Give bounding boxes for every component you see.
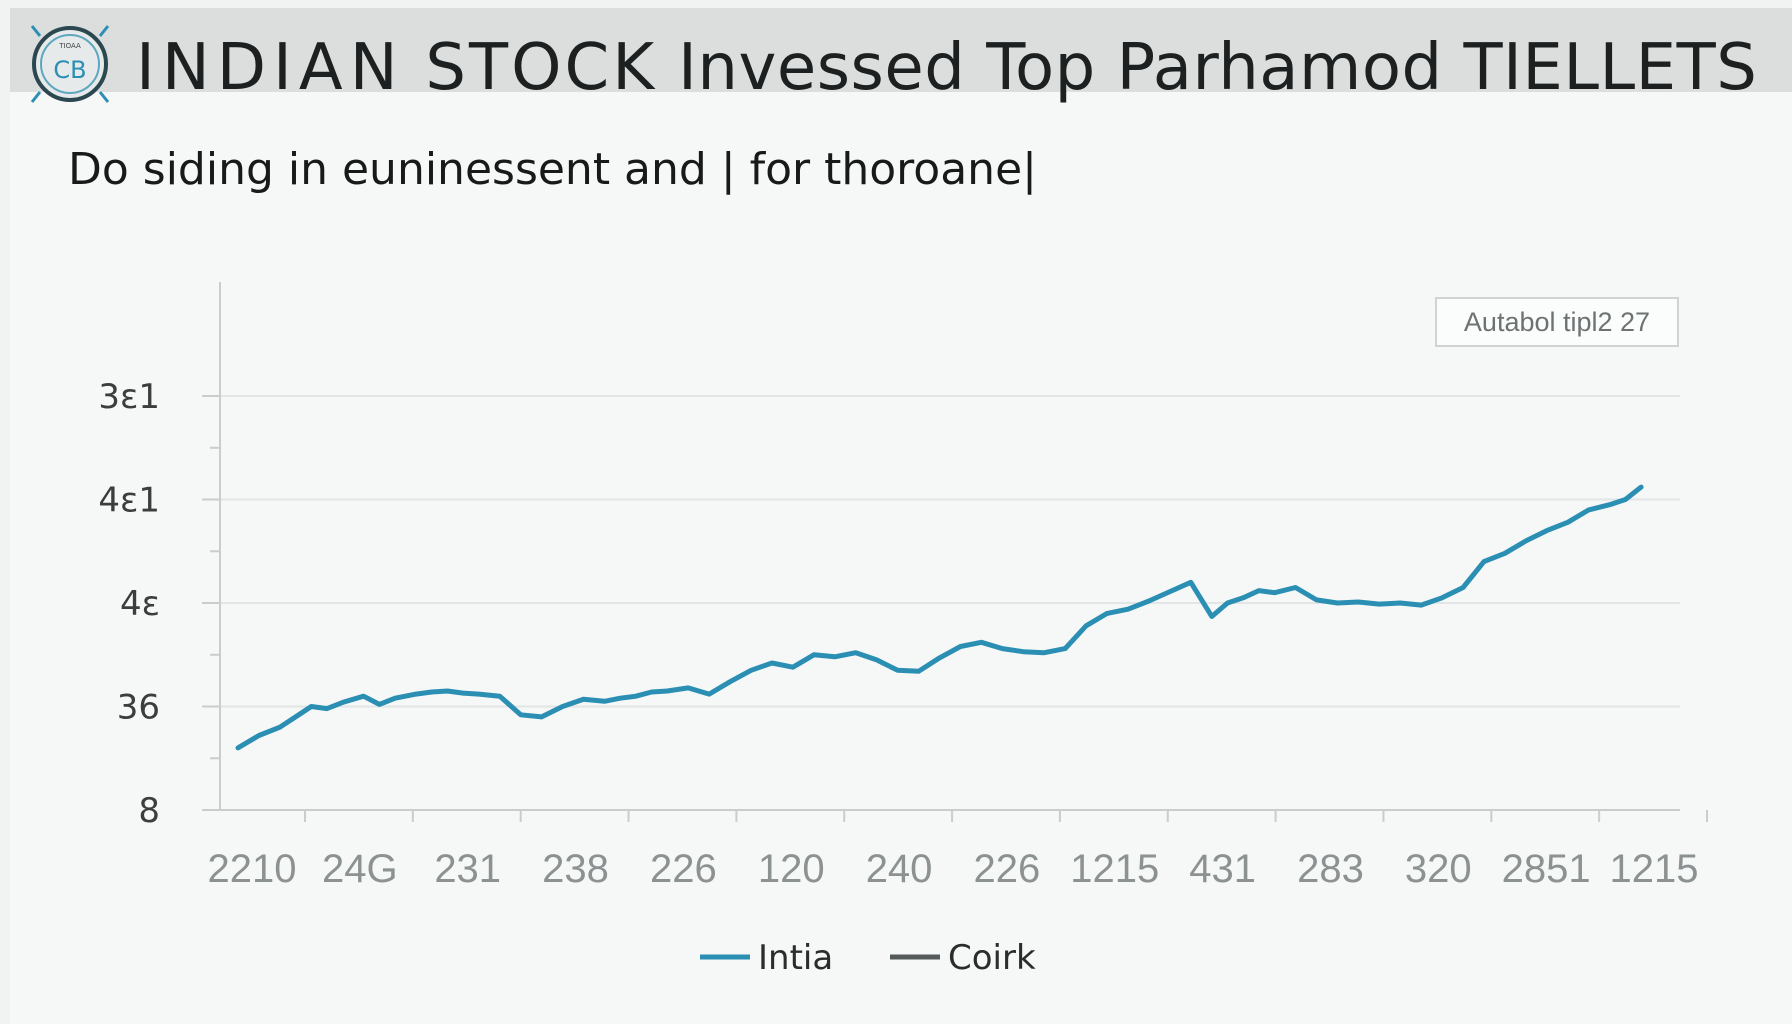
grid-layer (220, 395, 1680, 708)
x-tick-label-2: 231 (434, 847, 501, 891)
annotation-text: Autabol tipl2 27 (1464, 307, 1650, 337)
annotation-box: Autabol tipl2 27 (1435, 297, 1679, 347)
series-line-india (235, 484, 1644, 751)
y-tick-label-0: 8 (138, 791, 160, 831)
legend-label-coirk: Coirk (948, 938, 1036, 978)
x-tick-label-0: 2210 (208, 847, 297, 891)
x-tick-label-8: 1215 (1070, 847, 1159, 891)
chart-subtitle: Do siding in euninessent and | for thoro… (68, 144, 1037, 195)
x-tick-label-1: 24G (322, 847, 398, 891)
x-tick-label-7: 226 (974, 847, 1041, 891)
x-tick-label-11: 320 (1405, 847, 1472, 891)
tick-layer: 8 36 4ε 4ε1 3ε1 2210 24G 231 238 226 120 240 226 1215… (98, 377, 1698, 891)
x-tick-label-10: 283 (1297, 847, 1364, 891)
x-tick-label-12: 2851 (1502, 847, 1591, 891)
y-tick-label-1: 36 (117, 688, 160, 728)
title-part-2: STOCK (425, 31, 658, 105)
header-band (10, 8, 1792, 92)
x-tick-label-13: 1215 (1610, 847, 1699, 891)
x-tick-label-6: 240 (866, 847, 933, 891)
y-tick-label-3: 4ε1 (98, 481, 160, 521)
title-part-1: INDIAN (136, 31, 405, 105)
series-layer (235, 484, 1644, 751)
logo-small-text: TIOAA (58, 42, 81, 50)
x-tick-label-4: 226 (650, 847, 717, 891)
x-tick-label-5: 120 (758, 847, 825, 891)
title-part-3: Invessed Top Parhamod TIELLETS (678, 31, 1758, 105)
y-tick-label-2: 4ε (120, 584, 160, 624)
x-tick-label-9: 431 (1189, 847, 1256, 891)
logo-monogram: CB (53, 56, 86, 84)
x-tick-label-3: 238 (542, 847, 609, 891)
logo-badge-icon: TIOAA CB (30, 25, 110, 103)
axis-layer (202, 282, 1708, 822)
legend: Intia Coirk (700, 938, 1036, 978)
page-title: INDIAN STOCK Invessed Top Parhamod TIELL… (136, 26, 1757, 110)
legend-label-intia: Intia (758, 938, 833, 978)
y-tick-label-4: 3ε1 (98, 377, 160, 417)
